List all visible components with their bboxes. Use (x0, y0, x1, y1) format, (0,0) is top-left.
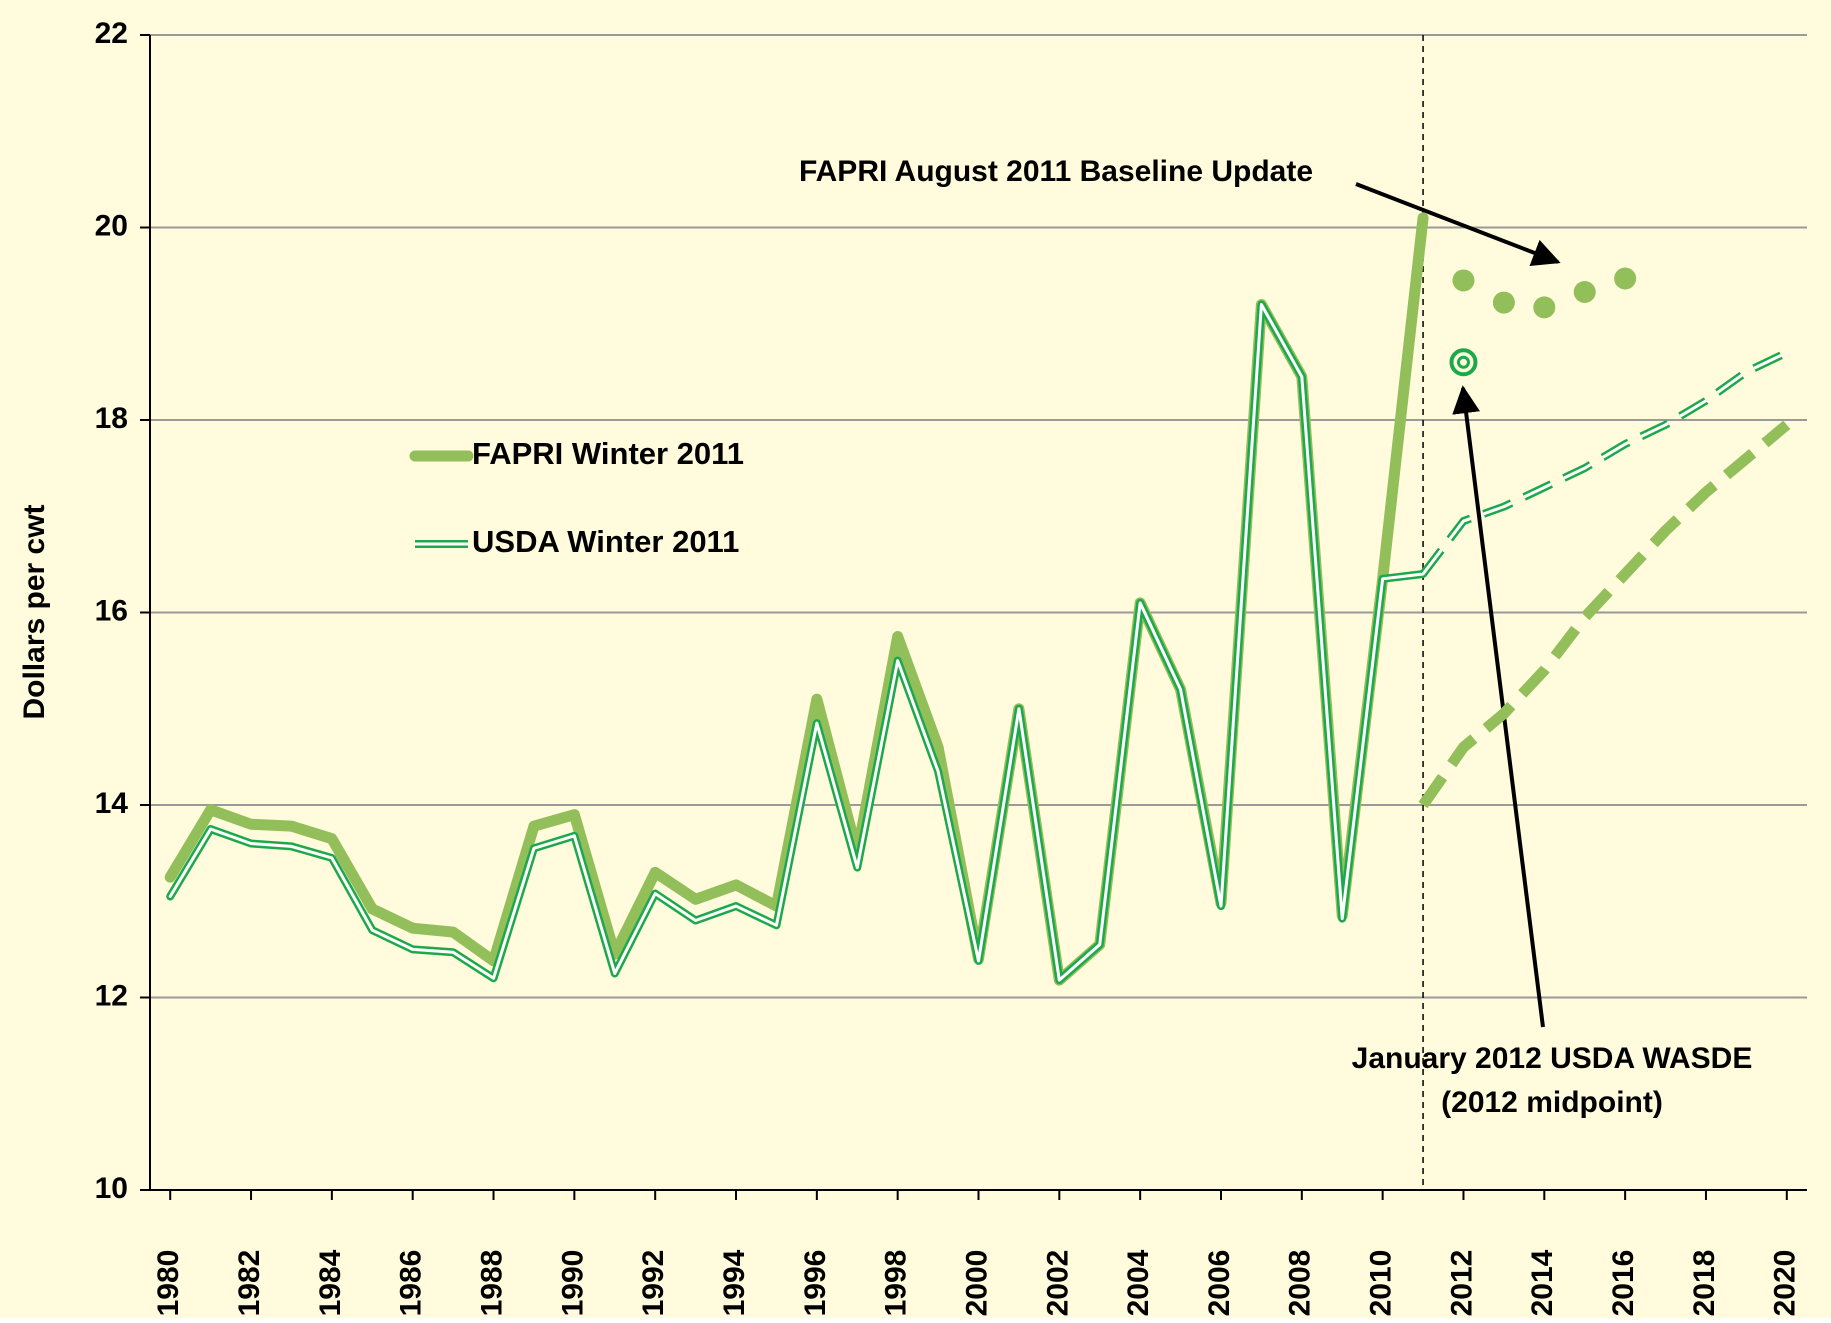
legend-label: FAPRI Winter 2011 (472, 436, 744, 471)
x-tick-label: 2006 (1203, 1250, 1236, 1317)
marker (1533, 296, 1556, 319)
marker (1449, 348, 1478, 377)
x-tick-label: 1988 (475, 1250, 508, 1317)
y-tick-label: 16 (95, 594, 128, 627)
legend-label: USDA Winter 2011 (472, 524, 739, 559)
y-axis-label: Dollars per cwt (18, 504, 51, 719)
x-tick-label: 1990 (556, 1250, 589, 1317)
line-core (1421, 351, 1788, 575)
x-tick-label: 1996 (799, 1250, 832, 1317)
x-tick-label: 2002 (1041, 1250, 1074, 1317)
x-tick-label: 2016 (1607, 1250, 1640, 1317)
x-tick-label: 2010 (1365, 1250, 1398, 1317)
x-tick-label: 2004 (1122, 1249, 1155, 1316)
x-tick-label: 1980 (152, 1250, 185, 1317)
y-tick-label: 18 (95, 402, 128, 435)
annotation: FAPRI August 2011 Baseline Update (799, 155, 1313, 188)
x-tick-label: 2020 (1769, 1250, 1802, 1317)
marker (1614, 267, 1637, 290)
x-tick-label: 1998 (880, 1250, 913, 1317)
x-tick-label: 2018 (1688, 1250, 1721, 1317)
y-tick-label: 10 (95, 1172, 128, 1205)
y-tick-label: 22 (95, 17, 128, 50)
marker-core (1456, 355, 1470, 369)
marker (1492, 291, 1515, 314)
x-tick-label: 2000 (960, 1250, 993, 1317)
x-tick-label: 1982 (233, 1250, 266, 1317)
x-tick-label: 2014 (1526, 1249, 1559, 1316)
marker (1573, 280, 1596, 303)
x-tick-label: 2012 (1445, 1250, 1478, 1317)
y-tick-label: 14 (95, 787, 129, 820)
annotation: (2012 midpoint) (1441, 1086, 1663, 1119)
arrow (1355, 182, 1561, 266)
x-tick-label: 1994 (718, 1249, 751, 1316)
x-tick-label: 2008 (1284, 1250, 1317, 1317)
line (1418, 420, 1791, 809)
y-tick-label: 20 (95, 209, 128, 242)
x-tick-label: 1992 (637, 1250, 670, 1317)
x-tick-label: 1986 (395, 1250, 428, 1317)
y-tick-label: 12 (95, 979, 128, 1012)
annotation: January 2012 USDA WASDE (1352, 1042, 1753, 1075)
line-core (168, 303, 1425, 982)
x-tick-label: 1984 (314, 1249, 347, 1316)
marker (1452, 269, 1475, 292)
